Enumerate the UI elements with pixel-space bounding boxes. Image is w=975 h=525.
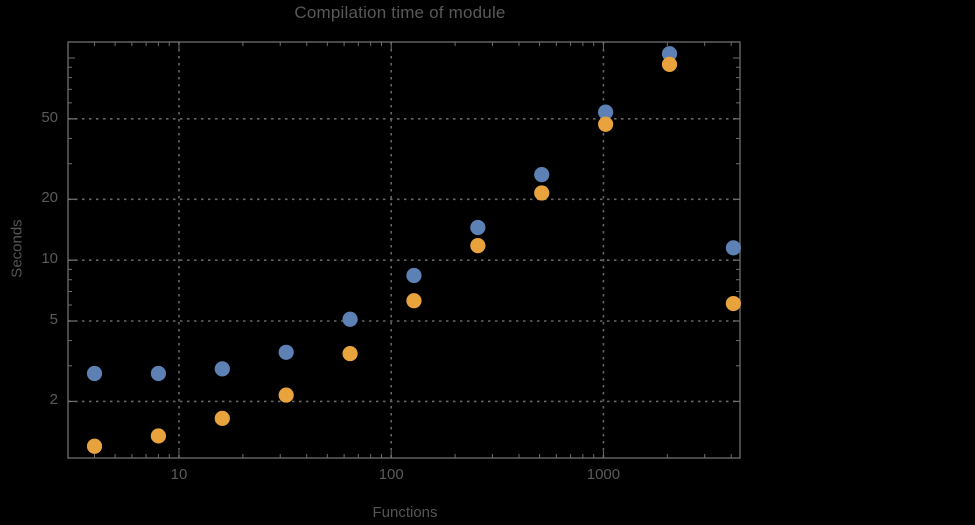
tick-marks-group [67,42,740,458]
data-point [661,56,678,72]
data-point [598,116,614,132]
data-point [406,293,422,309]
data-point [406,267,422,284]
data-point [86,365,103,382]
data-point [725,240,742,256]
data-point [534,166,550,183]
data-point [150,365,167,382]
y-tick-label: 10 [41,250,58,268]
y-tick-label: 5 [49,310,58,328]
data-point [86,438,103,454]
data-point [342,311,358,327]
data-point [598,104,614,120]
data-point [214,361,230,377]
data-point [661,46,678,62]
data-point [150,428,167,444]
data-point [725,295,742,312]
plot-frame [67,41,741,459]
gridlines-group [68,42,740,458]
x-axis-label: Functions [372,504,438,521]
data-point [470,238,486,254]
chart-title: Compilation time of module [294,3,506,22]
frame-rect [67,41,741,459]
data-point [214,410,230,426]
data-point [278,387,294,403]
y-axis-label: Seconds [8,219,26,278]
data-points-group [86,46,742,454]
y-tick-label: 2 [49,391,58,409]
x-tick-label: 1000 [586,466,621,483]
y-tick-label: 50 [41,108,58,126]
data-point [470,219,486,236]
x-tick-label: 10 [170,466,188,483]
data-point [342,345,358,362]
data-point [278,344,294,360]
y-tick-label: 20 [41,189,58,207]
x-tick-label: 100 [378,466,404,483]
data-point [534,185,550,201]
